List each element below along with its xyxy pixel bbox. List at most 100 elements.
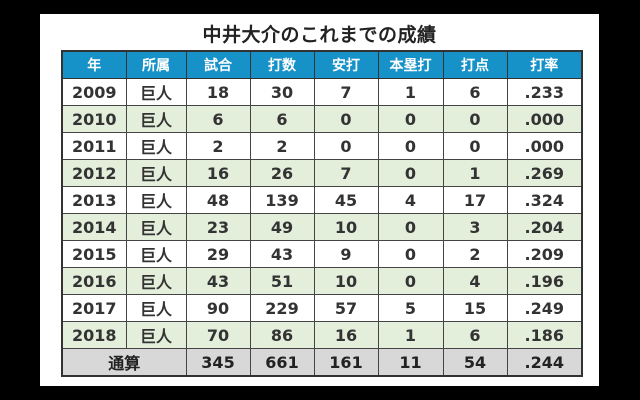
career-stats-table: 年 所属 試合 打数 安打 本塁打 打点 打率 2009 巨人 18 30 7 1 6.23… xyxy=(61,50,583,377)
cell-at-bats: 139 xyxy=(249,186,315,214)
cell-team: 巨人 xyxy=(125,213,187,241)
cell-average: .249 xyxy=(506,294,583,322)
cell-team: 巨人 xyxy=(125,78,187,106)
cell-games: 6 xyxy=(185,105,251,133)
cell-rbi: 2 xyxy=(442,240,508,268)
table-row: 2015 巨人 29 43 9 0 2.209 xyxy=(61,240,583,268)
cell-home-runs: 4 xyxy=(377,186,444,214)
cell-games: 70 xyxy=(185,321,251,349)
cell-home-runs: 0 xyxy=(377,159,444,187)
cell-team: 巨人 xyxy=(125,186,187,214)
cell-home-runs: 0 xyxy=(377,132,444,160)
header-games: 試合 xyxy=(185,50,251,79)
cell-at-bats: 2 xyxy=(249,132,315,160)
cell-games: 29 xyxy=(185,240,251,268)
cell-team: 巨人 xyxy=(125,321,187,349)
cell-average: .000 xyxy=(506,105,583,133)
cell-games: 2 xyxy=(185,132,251,160)
cell-hits: 0 xyxy=(313,105,379,133)
cell-rbi: 6 xyxy=(442,78,508,106)
cell-team: 巨人 xyxy=(125,240,187,268)
cell-average: .269 xyxy=(506,159,583,187)
cell-home-runs: 5 xyxy=(377,294,444,322)
cell-average: .209 xyxy=(506,240,583,268)
header-hits: 安打 xyxy=(313,50,379,79)
cell-year: 2013 xyxy=(61,186,127,214)
cell-year: 2010 xyxy=(61,105,127,133)
cell-hits: 0 xyxy=(313,132,379,160)
cell-average: .233 xyxy=(506,78,583,106)
cell-hits: 10 xyxy=(313,267,379,295)
stats-panel: 中井大介のこれまでの成績 年 所属 試合 打数 安打 本塁打 打点 打率 200… xyxy=(40,14,599,386)
cell-year: 2018 xyxy=(61,321,127,349)
cell-at-bats: 26 xyxy=(249,159,315,187)
total-home-runs: 11 xyxy=(377,348,444,377)
table-row: 2018 巨人 70 86 16 1 6.186 xyxy=(61,321,583,349)
cell-games: 23 xyxy=(185,213,251,241)
total-games: 345 xyxy=(185,348,251,377)
cell-year: 2009 xyxy=(61,78,127,106)
cell-rbi: 3 xyxy=(442,213,508,241)
cell-rbi: 17 xyxy=(442,186,508,214)
cell-home-runs: 0 xyxy=(377,105,444,133)
cell-average: .196 xyxy=(506,267,583,295)
header-year: 年 xyxy=(61,50,127,79)
cell-rbi: 0 xyxy=(442,132,508,160)
table-row: 2014 巨人 23 49 10 0 3.204 xyxy=(61,213,583,241)
page-title: 中井大介のこれまでの成績 xyxy=(202,24,437,46)
cell-average: .186 xyxy=(506,321,583,349)
cell-average: .324 xyxy=(506,186,583,214)
cell-hits: 7 xyxy=(313,78,379,106)
cell-team: 巨人 xyxy=(125,105,187,133)
cell-year: 2014 xyxy=(61,213,127,241)
cell-home-runs: 1 xyxy=(377,321,444,349)
table-row: 2012 巨人 16 26 7 0 1.269 xyxy=(61,159,583,187)
cell-home-runs: 0 xyxy=(377,213,444,241)
cell-team: 巨人 xyxy=(125,132,187,160)
table-row: 2017 巨人 90 229 57 5 15.249 xyxy=(61,294,583,322)
total-rbi: 54 xyxy=(442,348,508,377)
total-row: 通算 345 661 161 11 54.244 xyxy=(61,348,583,377)
total-label: 通算 xyxy=(61,348,187,377)
cell-team: 巨人 xyxy=(125,159,187,187)
cell-games: 90 xyxy=(185,294,251,322)
cell-year: 2017 xyxy=(61,294,127,322)
cell-games: 43 xyxy=(185,267,251,295)
cell-average: .204 xyxy=(506,213,583,241)
total-at-bats: 661 xyxy=(249,348,315,377)
cell-hits: 9 xyxy=(313,240,379,268)
header-home-runs: 本塁打 xyxy=(377,50,444,79)
total-average: .244 xyxy=(506,348,583,377)
header-rbi: 打点 xyxy=(442,50,508,79)
total-hits: 161 xyxy=(313,348,379,377)
cell-average: .000 xyxy=(506,132,583,160)
cell-at-bats: 86 xyxy=(249,321,315,349)
cell-rbi: 1 xyxy=(442,159,508,187)
cell-hits: 7 xyxy=(313,159,379,187)
table-row: 2009 巨人 18 30 7 1 6.233 xyxy=(61,78,583,106)
cell-team: 巨人 xyxy=(125,267,187,295)
cell-home-runs: 0 xyxy=(377,240,444,268)
cell-hits: 10 xyxy=(313,213,379,241)
cell-games: 16 xyxy=(185,159,251,187)
header-average: 打率 xyxy=(506,50,583,79)
cell-at-bats: 30 xyxy=(249,78,315,106)
table-header-row: 年 所属 試合 打数 安打 本塁打 打点 打率 xyxy=(61,50,583,79)
cell-games: 18 xyxy=(185,78,251,106)
header-at-bats: 打数 xyxy=(249,50,315,79)
cell-hits: 57 xyxy=(313,294,379,322)
cell-year: 2016 xyxy=(61,267,127,295)
cell-hits: 16 xyxy=(313,321,379,349)
cell-at-bats: 43 xyxy=(249,240,315,268)
cell-rbi: 15 xyxy=(442,294,508,322)
cell-year: 2015 xyxy=(61,240,127,268)
cell-at-bats: 49 xyxy=(249,213,315,241)
cell-year: 2012 xyxy=(61,159,127,187)
cell-rbi: 0 xyxy=(442,105,508,133)
cell-hits: 45 xyxy=(313,186,379,214)
table-row: 2010 巨人 6 6 0 0 0.000 xyxy=(61,105,583,133)
cell-at-bats: 229 xyxy=(249,294,315,322)
cell-team: 巨人 xyxy=(125,294,187,322)
cell-rbi: 6 xyxy=(442,321,508,349)
cell-home-runs: 1 xyxy=(377,78,444,106)
